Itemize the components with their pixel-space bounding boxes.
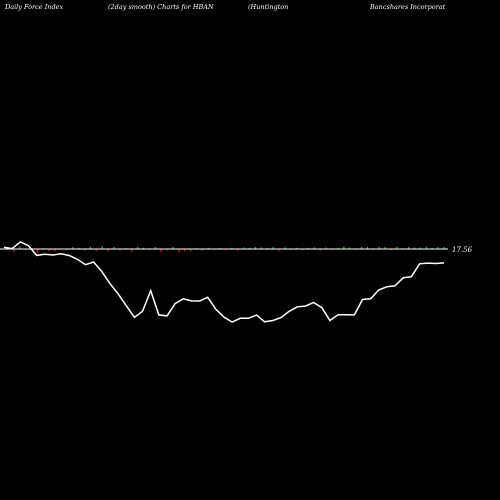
force-index-bar (266, 247, 268, 249)
force-index-bar (349, 247, 351, 249)
header-title-company-part1: (Huntington (248, 3, 289, 11)
force-index-bar (355, 249, 357, 251)
force-index-bar (72, 247, 74, 249)
force-index-bars (7, 246, 445, 253)
force-index-bar (178, 249, 180, 253)
force-index-bar (384, 247, 386, 249)
force-index-bar (225, 249, 227, 251)
force-index-bar (425, 246, 427, 249)
force-index-bar (48, 249, 50, 251)
force-index-bar (284, 247, 286, 249)
force-index-bar (366, 247, 369, 249)
force-index-bar (89, 246, 92, 249)
force-index-bar (83, 249, 86, 251)
force-index-bar (184, 249, 186, 251)
force-index-bar (237, 249, 239, 251)
force-index-bar (36, 249, 39, 253)
force-index-bar (243, 247, 245, 249)
force-index-bar (408, 247, 410, 249)
header-title-indicator: Daily Force Index (5, 3, 64, 11)
header-title-company-part2: Bancshares Incorporat (370, 3, 446, 11)
force-index-bar (231, 247, 233, 249)
force-index-bar (254, 247, 257, 249)
force-index-bar (272, 247, 274, 249)
force-index-bar (248, 247, 251, 249)
force-index-bar (54, 249, 56, 251)
force-index-bar (360, 247, 363, 249)
force-index-bar (148, 249, 151, 251)
force-index-bar (431, 247, 433, 249)
force-index-bar (372, 249, 374, 251)
force-index-bar (343, 246, 345, 249)
force-index-bar (137, 247, 139, 249)
force-index-bar (25, 249, 27, 251)
header-title-symbol: (2day smooth) Charts for HBAN (108, 3, 214, 11)
force-index-bar (166, 249, 168, 251)
price-line (3, 241, 445, 323)
force-index-bar (66, 249, 68, 251)
force-index-bar (325, 247, 327, 249)
force-index-bar (319, 249, 321, 251)
force-index-bar (213, 249, 215, 251)
last-value-label: 17.56 (452, 246, 473, 254)
force-index-bar (113, 247, 115, 249)
force-index-bar (331, 249, 333, 251)
force-index-bar (419, 247, 422, 249)
force-index-bar (160, 249, 162, 253)
force-index-bar (219, 247, 221, 249)
force-index-bar (172, 247, 174, 249)
force-index-bar (296, 247, 298, 249)
force-index-bar (19, 246, 21, 249)
force-index-bar (396, 246, 398, 249)
force-index-bar (142, 247, 145, 249)
force-index-bar (390, 249, 392, 251)
force-index-bar (413, 247, 416, 249)
chart-header: Daily Force Index (2day smooth) Charts f… (0, 3, 500, 17)
force-index-bar (207, 247, 209, 249)
force-index-bar (437, 247, 439, 249)
force-index-bar (307, 247, 310, 249)
force-index-bar (107, 249, 109, 252)
force-index-bar (443, 247, 445, 249)
force-index-bar (378, 246, 380, 249)
force-index-bar (78, 247, 80, 249)
force-index-bar (119, 249, 121, 251)
force-index-bar (131, 249, 133, 252)
force-index-bar (313, 247, 315, 249)
force-index-bar (301, 249, 304, 251)
force-index-bar (95, 249, 97, 251)
force-index-bar (278, 249, 280, 251)
force-index-bar (337, 247, 339, 249)
force-index-bar (290, 249, 292, 251)
force-index-bar (260, 247, 262, 249)
force-index-bar (190, 249, 192, 252)
force-index-bar (154, 247, 156, 249)
force-index-bar (201, 249, 204, 251)
force-index-bar (101, 246, 103, 249)
force-index-bar (13, 249, 15, 253)
